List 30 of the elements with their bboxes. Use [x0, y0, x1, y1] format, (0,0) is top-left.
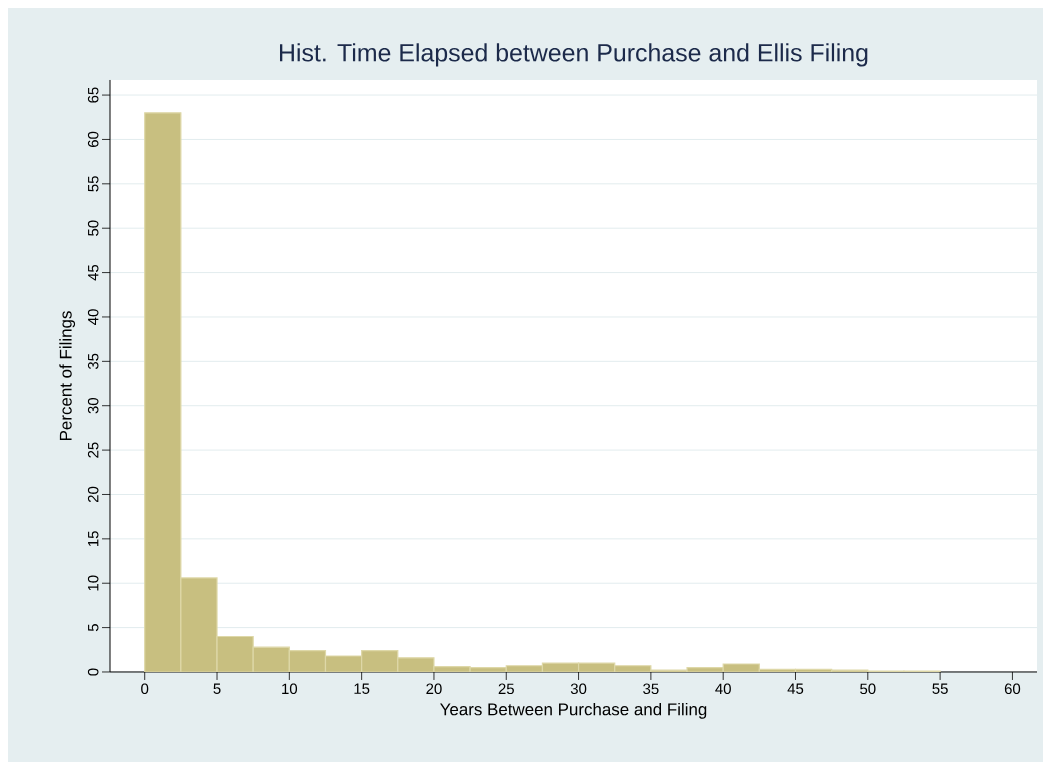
y-tick-label: 35	[87, 353, 99, 370]
x-tick-label: 25	[498, 683, 514, 695]
y-tick-label: 55	[88, 176, 99, 192]
y-tick-label: 40	[87, 309, 99, 325]
y-tick-label: 15	[88, 531, 99, 547]
y-tick-label: 30	[87, 398, 99, 414]
x-tick-label: 15	[354, 683, 370, 694]
y-tick-label: 20	[87, 486, 99, 503]
chart-title: Hist. Time Elapsed between Purchase and Ellis Filing	[280, 43, 868, 67]
x-tick-label: 10	[282, 683, 298, 695]
x-tick-label: 40	[715, 683, 731, 695]
y-tick-label: 50	[87, 220, 99, 236]
x-axis-title: Years Between Purchase and Filing	[440, 702, 707, 719]
x-tick-label: 55	[932, 683, 948, 694]
y-tick-label: 65	[87, 87, 99, 103]
x-tick-label: 20	[426, 683, 442, 695]
x-tick-label: 60	[1004, 683, 1021, 695]
y-axis-title: Percent of Filings	[59, 311, 76, 441]
y-tick-label: 25	[87, 442, 99, 458]
x-tick-label: 30	[570, 683, 587, 695]
x-tick-label: 35	[643, 683, 659, 695]
y-tick-label: 45	[88, 264, 99, 281]
y-tick-label: 10	[87, 575, 99, 591]
y-tick-label: 0	[87, 668, 99, 676]
x-tick-label: 45	[787, 683, 804, 694]
x-tick-label: 5	[213, 683, 221, 694]
y-tick-label: 60	[87, 131, 99, 147]
x-tick-label: 50	[860, 683, 876, 695]
x-tick-label: 0	[141, 683, 149, 695]
y-tick-label: 5	[88, 624, 99, 632]
